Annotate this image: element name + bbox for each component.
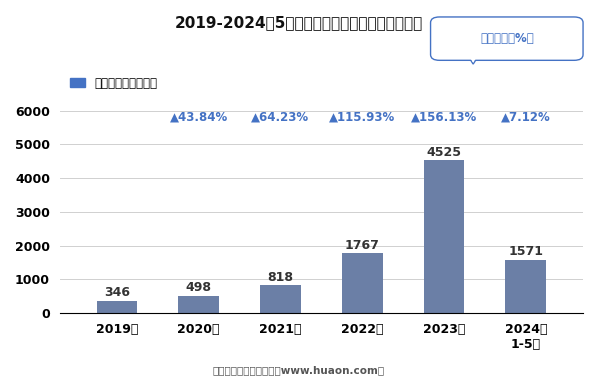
Text: 818: 818 <box>267 271 294 284</box>
Legend: 期权成交量（万手）: 期权成交量（万手） <box>66 72 161 95</box>
Text: 制图：华经产业研究院（www.huaon.com）: 制图：华经产业研究院（www.huaon.com） <box>213 365 385 375</box>
Text: ▲7.12%: ▲7.12% <box>501 110 551 124</box>
Text: 1571: 1571 <box>508 245 543 258</box>
Text: ▲43.84%: ▲43.84% <box>170 110 228 124</box>
Bar <box>178 296 219 313</box>
Text: 498: 498 <box>186 281 212 294</box>
Bar <box>423 160 465 313</box>
Text: 346: 346 <box>104 287 130 299</box>
Bar <box>505 260 546 313</box>
Text: 1767: 1767 <box>345 239 380 251</box>
Text: 4525: 4525 <box>426 146 462 159</box>
Text: 2019-2024年5月郑州商品交易所棉花期权成交量: 2019-2024年5月郑州商品交易所棉花期权成交量 <box>175 15 423 30</box>
Text: ▲156.13%: ▲156.13% <box>411 110 477 124</box>
Bar <box>342 253 383 313</box>
Text: ▲115.93%: ▲115.93% <box>329 110 395 124</box>
Bar <box>260 285 301 313</box>
Bar <box>96 301 138 313</box>
Text: ▲64.23%: ▲64.23% <box>251 110 310 124</box>
Text: 同比增速（%）: 同比增速（%） <box>480 32 533 45</box>
